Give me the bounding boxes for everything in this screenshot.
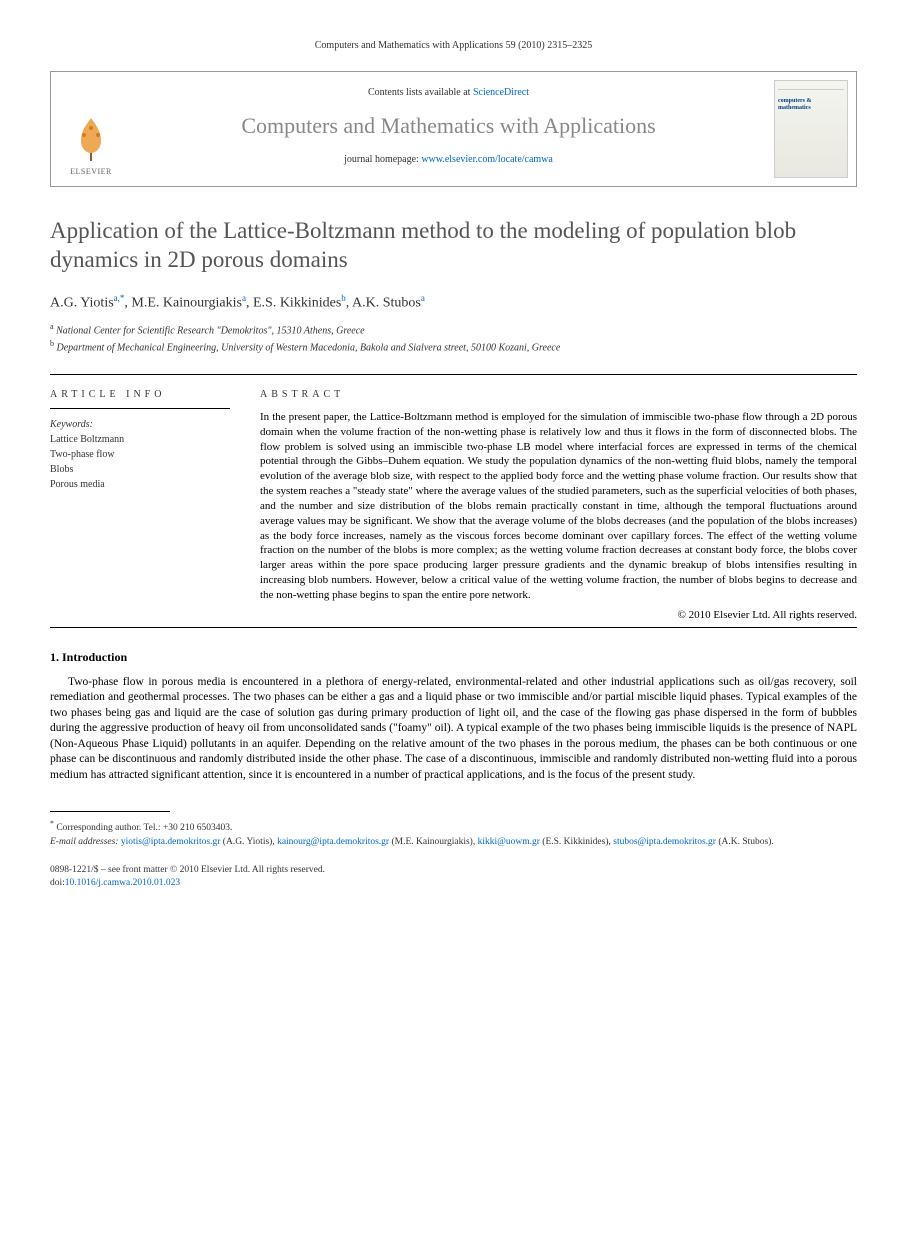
contents-prefix: Contents lists available at: [368, 87, 473, 98]
keywords-list: Lattice Boltzmann Two-phase flow Blobs P…: [50, 432, 230, 492]
corresponding-author-note: * Corresponding author. Tel.: +30 210 65…: [50, 818, 857, 836]
journal-cover-thumbnail: computers & mathematics: [774, 80, 848, 178]
author-2: , M.E. Kainourgiakis: [124, 295, 242, 310]
article-info-label: ARTICLE INFO: [50, 389, 230, 409]
email-label: E-mail addresses:: [50, 837, 119, 847]
author-1-affil: a,*: [114, 293, 125, 303]
keywords-label: Keywords:: [50, 419, 230, 430]
email-who: (A.K. Stubos).: [718, 837, 773, 847]
homepage-line: journal homepage: www.elsevier.com/locat…: [141, 154, 756, 165]
email-link[interactable]: kikki@uowm.gr: [478, 837, 540, 847]
affiliation-a-text: National Center for Scientific Research …: [56, 325, 365, 336]
corr-author-text: Corresponding author. Tel.: +30 210 6503…: [56, 824, 232, 834]
abstract-label: ABSTRACT: [260, 389, 857, 400]
affiliation-a: a National Center for Scientific Researc…: [50, 321, 857, 338]
running-header: Computers and Mathematics with Applicati…: [50, 40, 857, 51]
email-link[interactable]: yiotis@ipta.demokritos.gr: [121, 837, 221, 847]
publisher-block: ELSEVIER: [51, 72, 131, 186]
elsevier-tree-icon: [66, 113, 116, 163]
keyword-item: Porous media: [50, 477, 230, 492]
citation-text: Computers and Mathematics with Applicati…: [315, 40, 592, 51]
footnotes: * Corresponding author. Tel.: +30 210 65…: [50, 818, 857, 850]
author-1: A.G. Yiotis: [50, 295, 114, 310]
author-4: , A.K. Stubos: [346, 295, 421, 310]
footnote-divider: [50, 811, 170, 812]
affiliation-b-text: Department of Mechanical Engineering, Un…: [57, 343, 561, 354]
intro-paragraph-1: Two-phase flow in porous media is encoun…: [50, 675, 857, 784]
cover-title: computers & mathematics: [778, 98, 844, 111]
email-link[interactable]: stubos@ipta.demokritos.gr: [613, 837, 716, 847]
author-4-affil: a: [421, 293, 425, 303]
abstract-column: ABSTRACT In the present paper, the Latti…: [260, 389, 857, 621]
homepage-prefix: journal homepage:: [344, 154, 421, 165]
info-abstract-row: ARTICLE INFO Keywords: Lattice Boltzmann…: [50, 389, 857, 621]
cover-thumb-wrap: computers & mathematics: [766, 72, 856, 186]
journal-masthead: ELSEVIER Contents lists available at Sci…: [50, 71, 857, 187]
author-list: A.G. Yiotisa,*, M.E. Kainourgiakis a , E.S…: [50, 293, 857, 312]
keyword-item: Two-phase flow: [50, 447, 230, 462]
abstract-copyright: © 2010 Elsevier Ltd. All rights reserved…: [260, 609, 857, 621]
masthead-center: Contents lists available at ScienceDirec…: [131, 72, 766, 186]
contents-available-line: Contents lists available at ScienceDirec…: [141, 87, 756, 98]
email-who: (E.S. Kikkinides): [542, 837, 608, 847]
email-link[interactable]: kainourg@ipta.demokritos.gr: [277, 837, 389, 847]
article-info-column: ARTICLE INFO Keywords: Lattice Boltzmann…: [50, 389, 230, 621]
email-addresses-line: E-mail addresses: yiotis@ipta.demokritos…: [50, 836, 857, 850]
affiliation-b: b Department of Mechanical Engineering, …: [50, 338, 857, 355]
author-3: , E.S. Kikkinides: [246, 295, 341, 310]
doi-line: doi:10.1016/j.camwa.2010.01.023: [50, 877, 857, 890]
homepage-link[interactable]: www.elsevier.com/locate/camwa: [421, 154, 553, 165]
journal-title: Computers and Mathematics with Applicati…: [141, 113, 756, 139]
divider-bottom: [50, 627, 857, 628]
article-title: Application of the Lattice-Boltzmann met…: [50, 217, 857, 275]
email-who: (A.G. Yiotis): [223, 837, 273, 847]
footer-block: 0898-1221/$ – see front matter © 2010 El…: [50, 864, 857, 891]
keyword-item: Lattice Boltzmann: [50, 432, 230, 447]
email-who: (M.E. Kainourgiakis): [391, 837, 472, 847]
issn-copyright-line: 0898-1221/$ – see front matter © 2010 El…: [50, 864, 857, 877]
divider-top: [50, 374, 857, 375]
doi-label: doi:: [50, 878, 65, 888]
publisher-name: ELSEVIER: [70, 167, 112, 176]
abstract-text: In the present paper, the Lattice-Boltzm…: [260, 410, 857, 603]
section-1-heading: 1. Introduction: [50, 650, 857, 665]
affiliations: a National Center for Scientific Researc…: [50, 321, 857, 356]
keyword-item: Blobs: [50, 462, 230, 477]
sciencedirect-link[interactable]: ScienceDirect: [473, 87, 529, 98]
doi-link[interactable]: 10.1016/j.camwa.2010.01.023: [65, 878, 180, 888]
